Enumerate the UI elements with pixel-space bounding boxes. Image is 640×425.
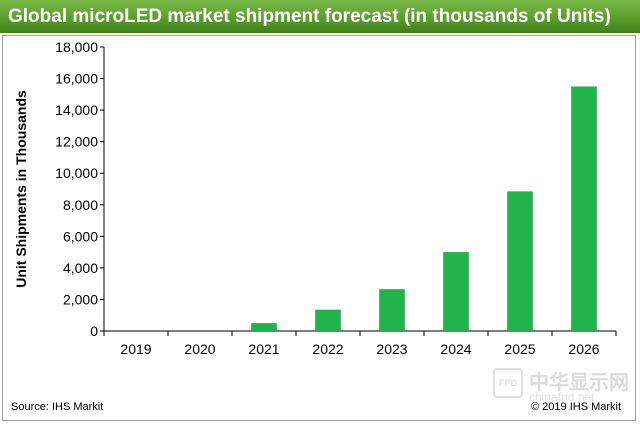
x-tick-label: 2026: [568, 341, 599, 357]
y-tick-label: 10,000: [55, 165, 98, 181]
source-note: Source: IHS Markit: [11, 401, 104, 413]
y-tick-label: 18,000: [55, 39, 98, 55]
bar: [571, 86, 597, 331]
bar: [379, 289, 405, 331]
bar: [507, 191, 533, 331]
x-tick-label: 2022: [312, 341, 343, 357]
x-tick-label: 2024: [440, 341, 471, 357]
bar: [443, 252, 469, 331]
x-tick-label: 2019: [120, 341, 151, 357]
chart-title: Global microLED market shipment forecast…: [8, 6, 611, 27]
y-tick-label: 4,000: [63, 260, 98, 276]
copyright-note: © 2019 IHS Markit: [531, 401, 622, 413]
x-tick-label: 2025: [504, 341, 535, 357]
watermark-text: 中华显示网: [529, 370, 629, 394]
y-tick-label: 2,000: [63, 291, 98, 307]
y-tick-label: 14,000: [55, 102, 98, 118]
x-tick-label: 2021: [248, 341, 279, 357]
y-tick-label: 12,000: [55, 134, 98, 150]
watermark: FPD 中华显示网 chinafpd.net: [491, 366, 636, 420]
y-tick-label: 0: [90, 323, 98, 339]
watermark-logo: FPD: [493, 368, 523, 398]
y-tick-label: 6,000: [63, 228, 98, 244]
bar: [315, 309, 341, 331]
y-tick-label: 16,000: [55, 71, 98, 87]
chart-frame: [2, 35, 636, 421]
title-bar: Global microLED market shipment forecast…: [0, 0, 640, 33]
x-tick-label: 2020: [184, 341, 215, 357]
bar: [251, 323, 277, 331]
watermark-url: chinafpd.net: [529, 390, 595, 404]
y-axis-title: Unit Shipments in Thousands: [13, 90, 29, 288]
y-tick-label: 8,000: [63, 197, 98, 213]
x-tick-label: 2023: [376, 341, 407, 357]
